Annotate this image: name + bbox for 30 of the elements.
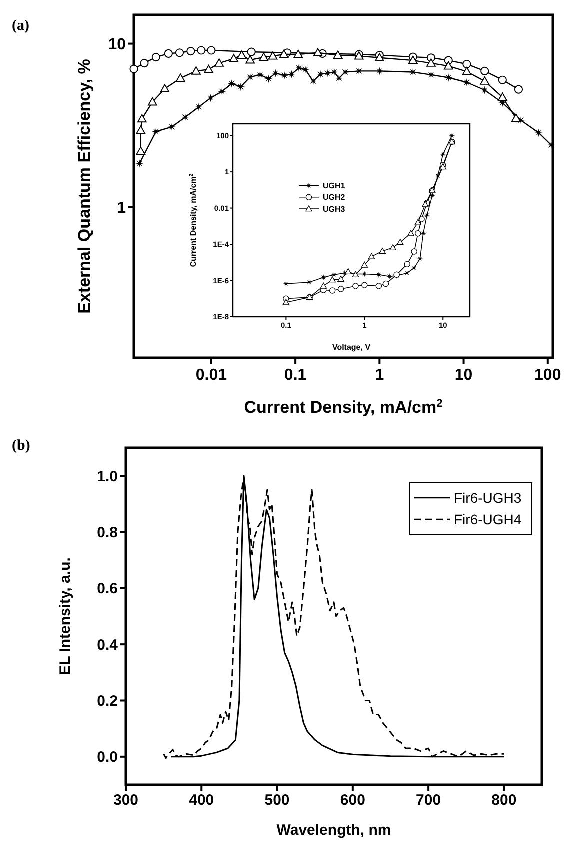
x-tick-label: 300: [113, 792, 139, 809]
chart-title: (a): [12, 18, 30, 34]
x-tick-label: 0.1: [284, 367, 307, 384]
legend-label: UGH2: [323, 193, 346, 202]
legend-label: UGH1: [323, 182, 346, 191]
y-tick-label: 0.8: [97, 524, 118, 542]
y-tick-label: 0.2: [97, 693, 118, 710]
x-axis-title: Wavelength, nm: [276, 822, 392, 839]
x-axis-title: Voltage, V: [332, 343, 372, 352]
y-tick-label: 10: [108, 36, 126, 54]
chart-title: (b): [12, 438, 30, 454]
x-tick-label: 600: [340, 792, 366, 809]
y-tick-label: 1: [117, 200, 126, 217]
y-axis-title: External Quantum Efficiency, %: [75, 59, 94, 314]
x-tick-label: 100: [534, 367, 562, 384]
x-tick-label: 800: [492, 792, 517, 809]
y-tick-label: 1.0: [97, 468, 118, 486]
y-tick-label: 0.4: [97, 636, 119, 654]
y-axis-title: EL Intensity, a.u.: [57, 558, 74, 676]
legend-label: Fir6-UGH3: [454, 490, 522, 506]
legend-label: UGH3: [323, 204, 346, 214]
x-axis-title: Current Density, mA/cm$^{2}$: [244, 398, 443, 417]
x-tick-label: 700: [416, 792, 442, 809]
x-tick-label: 500: [264, 792, 290, 809]
y-tick-label: 0.6: [97, 580, 118, 598]
x-tick-label: 10: [454, 367, 473, 384]
y-tick-label: 0.0: [97, 749, 118, 766]
legend-label: Fir6-UGH4: [454, 512, 522, 528]
x-tick-label: 1: [375, 367, 384, 384]
x-tick-label: 400: [189, 792, 214, 809]
